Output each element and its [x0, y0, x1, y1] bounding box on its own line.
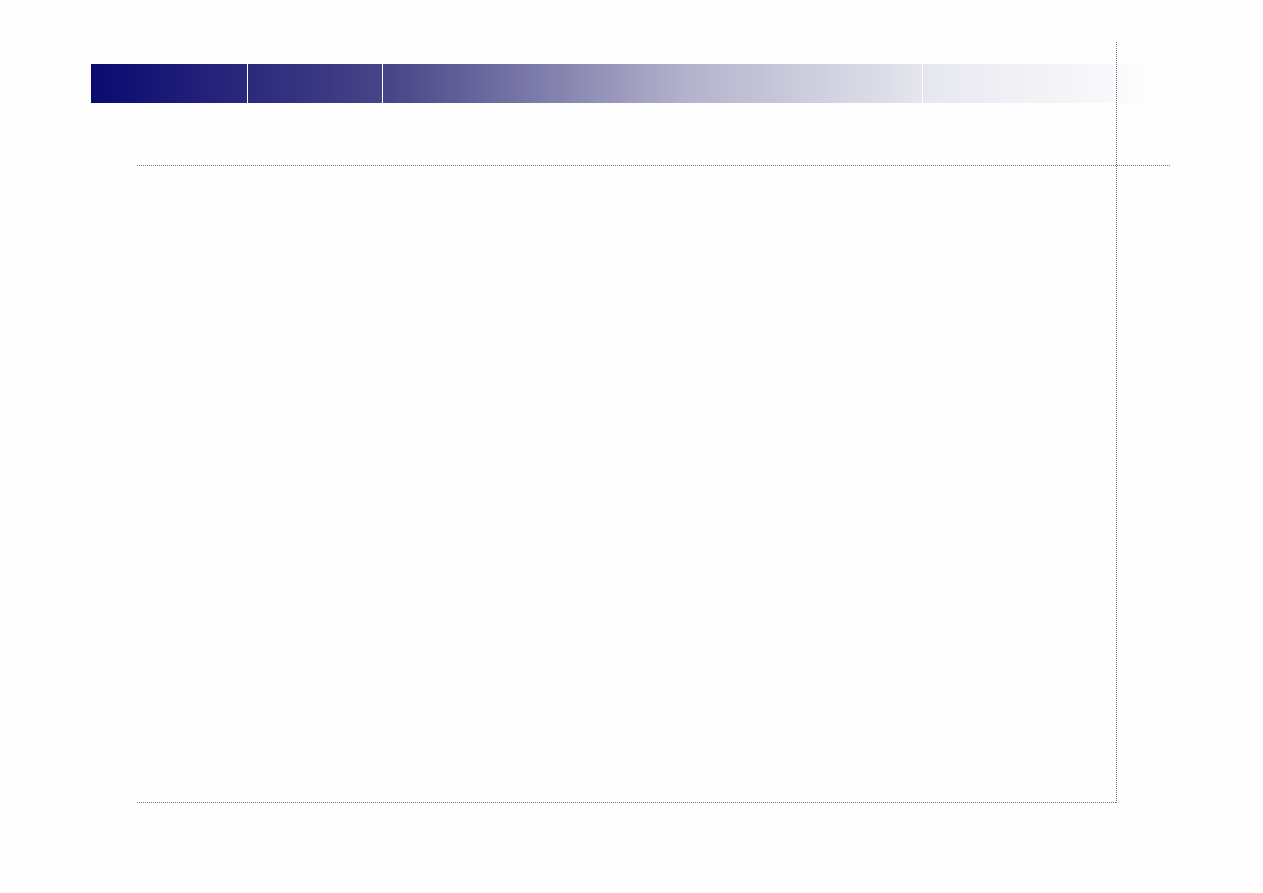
header-band: [91, 64, 1171, 103]
